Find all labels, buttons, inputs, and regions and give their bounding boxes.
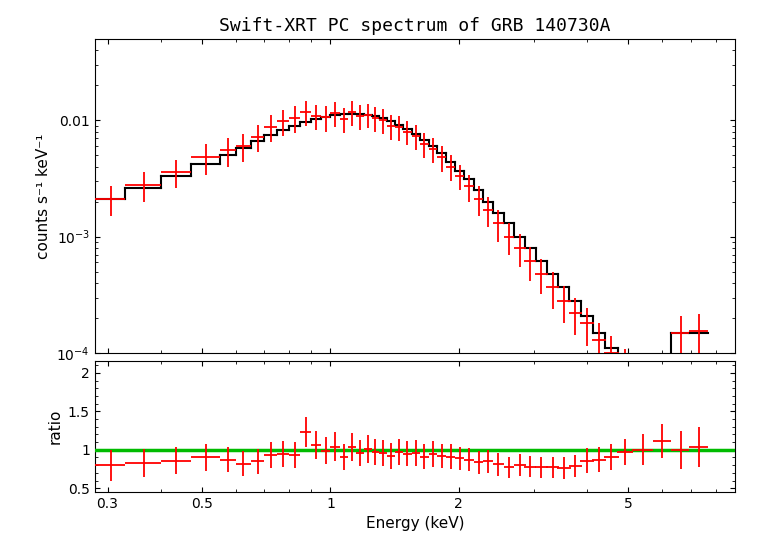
Y-axis label: counts s⁻¹ keV⁻¹: counts s⁻¹ keV⁻¹	[36, 133, 51, 259]
Y-axis label: ratio: ratio	[47, 409, 62, 444]
Title: Swift-XRT PC spectrum of GRB 140730A: Swift-XRT PC spectrum of GRB 140730A	[219, 17, 611, 34]
X-axis label: Energy (keV): Energy (keV)	[366, 517, 464, 532]
